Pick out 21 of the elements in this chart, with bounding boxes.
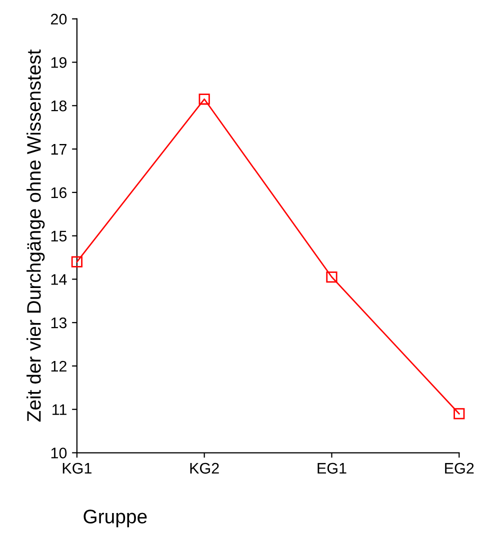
y-tick-label: 15	[51, 230, 67, 242]
y-tick-label: 20	[50, 14, 67, 25]
x-tick-label: EG2	[445, 462, 474, 474]
point	[71, 256, 82, 268]
y-tick-label: 16	[51, 187, 67, 198]
y-tick-label: 19	[51, 57, 66, 68]
y-tick-label: 18	[51, 100, 67, 112]
y-tick-label: 14	[51, 274, 67, 285]
y-axis-title: Zeit der vier Durchgänge ohne Wissenstest	[26, 50, 45, 422]
x-tick-label: EG1	[318, 462, 346, 474]
x-axis-title: Gruppe	[84, 510, 147, 528]
y-tick-label: 13	[51, 317, 67, 328]
point	[454, 408, 465, 420]
y-tick-label: 12	[51, 360, 66, 372]
point	[198, 94, 210, 105]
point	[326, 271, 338, 283]
x-tick-label: KG2	[190, 462, 219, 474]
y-tick-label: 17	[51, 144, 66, 155]
y-tick-label: 10	[51, 448, 67, 458]
y-tick-label: 11	[52, 404, 66, 415]
x-tick-label: KG1	[62, 462, 92, 474]
